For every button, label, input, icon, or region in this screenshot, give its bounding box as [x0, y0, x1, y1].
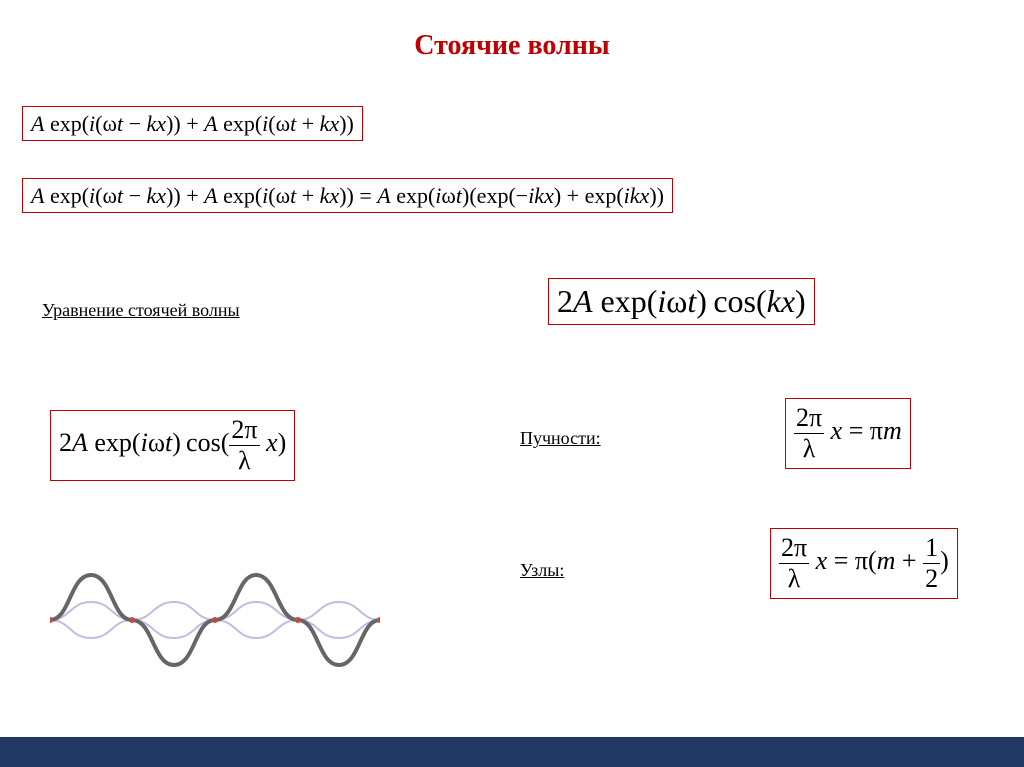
equation-4-text: 2A exp(iωt) cos(2πλ x) [59, 428, 286, 457]
antinodes-label: Пучности: [520, 428, 601, 449]
equation-2-text: A exp(i(ωt − kx)) + A exp(i(ωt + kx)) = … [31, 183, 664, 208]
equation-box-3: 2A exp(iωt) cos(kx) [548, 278, 815, 325]
wave-nodes [50, 617, 380, 623]
wave-svg [50, 560, 380, 680]
wave-node-dot [129, 617, 135, 623]
equation-1-text: A exp(i(ωt − kx)) + A exp(i(ωt + kx)) [31, 111, 354, 136]
wave-equation-label: Уравнение стоячей волны [42, 300, 240, 321]
standing-wave-diagram [50, 560, 380, 680]
equation-box-1: A exp(i(ωt − kx)) + A exp(i(ωt + kx)) [22, 106, 363, 141]
equation-6-text: 2πλ x = π(m + 12) [779, 546, 949, 575]
equation-box-4: 2A exp(iωt) cos(2πλ x) [50, 410, 295, 481]
nodes-label: Узлы: [520, 560, 564, 581]
equation-box-6: 2πλ x = π(m + 12) [770, 528, 958, 599]
page-title: Стоячие волны [0, 30, 1024, 62]
equation-box-5: 2πλ x = πm [785, 398, 911, 469]
wave-node-dot [295, 617, 301, 623]
wave-node-dot [212, 617, 218, 623]
equation-3-text: 2A exp(iωt) cos(kx) [557, 283, 806, 319]
equation-5-text: 2πλ x = πm [794, 416, 902, 445]
footer-bar [0, 737, 1024, 767]
equation-box-2: A exp(i(ωt − kx)) + A exp(i(ωt + kx)) = … [22, 178, 673, 213]
